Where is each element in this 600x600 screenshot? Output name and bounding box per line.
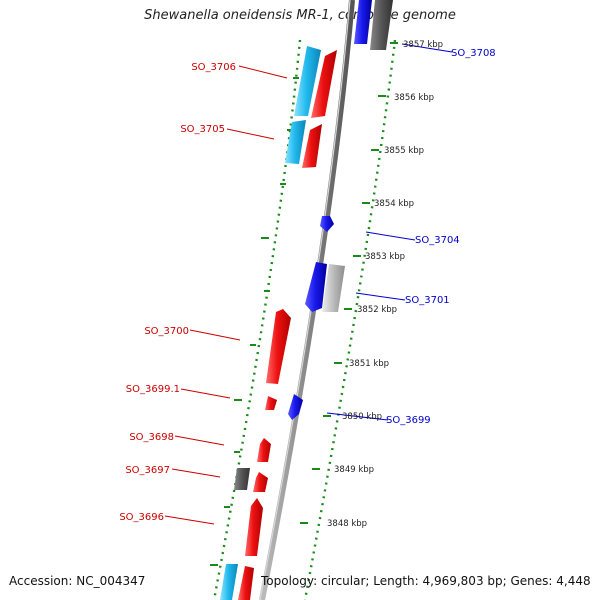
- kbp-label: 3854 kbp: [374, 199, 414, 209]
- kbp-label: 3855 kbp: [384, 146, 424, 156]
- gene-label-so3700[interactable]: SO_3700: [144, 326, 189, 337]
- gene-label-so3706[interactable]: SO_3706: [191, 62, 236, 73]
- gene-so3697[interactable]: [253, 472, 268, 492]
- leader-so3697: [171, 468, 221, 478]
- kbp-label: 3851 kbp: [349, 359, 389, 369]
- rna-gene-so3706[interactable]: [294, 46, 321, 116]
- gene-labels: SO_3708 SO_3706 SO_3705 SO_3704 SO_3701 …: [119, 48, 495, 523]
- gene-so3696[interactable]: [245, 498, 263, 556]
- gene-label-so3708[interactable]: SO_3708: [451, 48, 496, 59]
- gene-label-so3699-1[interactable]: SO_3699.1: [126, 384, 180, 395]
- gene-label-so3701[interactable]: SO_3701: [405, 295, 450, 306]
- kbp-label: 3853 kbp: [365, 252, 405, 262]
- gene-features: [220, 0, 393, 600]
- gene-so3700[interactable]: [266, 309, 291, 384]
- gene-so3701-pseudo[interactable]: [322, 264, 345, 312]
- leader-so3704: [365, 231, 416, 241]
- gene-so3704[interactable]: [320, 216, 334, 232]
- leader-so3708: [401, 43, 453, 53]
- gene-so3699-1[interactable]: [265, 396, 277, 410]
- gene-label-so3697[interactable]: SO_3697: [125, 465, 170, 476]
- gene-label-so3696[interactable]: SO_3696: [119, 512, 164, 523]
- label-leader-lines: [164, 43, 453, 525]
- rna-gene-so3705[interactable]: [285, 120, 306, 164]
- left-track-ticks: [210, 77, 299, 566]
- gene-so3705[interactable]: [302, 124, 322, 168]
- topology-text: Topology: circular; Length: 4,969,803 bp…: [261, 574, 591, 588]
- outer-track-right: [303, 39, 397, 600]
- leader-so3706: [238, 65, 288, 79]
- gene-label-so3699[interactable]: SO_3699: [386, 415, 431, 426]
- gene-so3708-pseudo[interactable]: [370, 0, 393, 50]
- gene-so3706[interactable]: [311, 50, 337, 118]
- leader-so3700: [189, 329, 241, 341]
- leader-so3699: [326, 412, 389, 421]
- kbp-label: 3852 kbp: [357, 305, 397, 315]
- gene-label-so3705[interactable]: SO_3705: [180, 124, 225, 135]
- leader-so3699-1: [180, 388, 231, 399]
- kbp-label: 3856 kbp: [394, 93, 434, 103]
- gene-label-so3704[interactable]: SO_3704: [415, 235, 460, 246]
- scale-labels: 3857 kbp 3856 kbp 3855 kbp 3854 kbp 3853…: [327, 40, 443, 529]
- gene-bottom[interactable]: [238, 566, 254, 600]
- gene-so3701[interactable]: [305, 262, 327, 312]
- gene-so3697-pseudo[interactable]: [234, 468, 250, 490]
- kbp-label: 3849 kbp: [334, 465, 374, 475]
- leader-so3701: [355, 292, 406, 301]
- kbp-label: 3857 kbp: [403, 40, 443, 50]
- kbp-label: 3850 kbp: [342, 412, 382, 422]
- gene-so3708-block[interactable]: [354, 0, 372, 44]
- right-track-ticks: [300, 42, 398, 524]
- gene-label-so3698[interactable]: SO_3698: [129, 432, 174, 443]
- leader-so3698: [174, 435, 225, 446]
- kbp-label: 3848 kbp: [327, 519, 367, 529]
- leader-so3705: [226, 128, 275, 140]
- gene-so3698[interactable]: [257, 438, 271, 462]
- rna-gene-bottom[interactable]: [220, 564, 238, 600]
- gene-so3699[interactable]: [288, 394, 303, 420]
- leader-so3696: [164, 515, 215, 525]
- outer-track-left: [212, 39, 302, 600]
- accession-text: Accession: NC_004347: [9, 574, 146, 588]
